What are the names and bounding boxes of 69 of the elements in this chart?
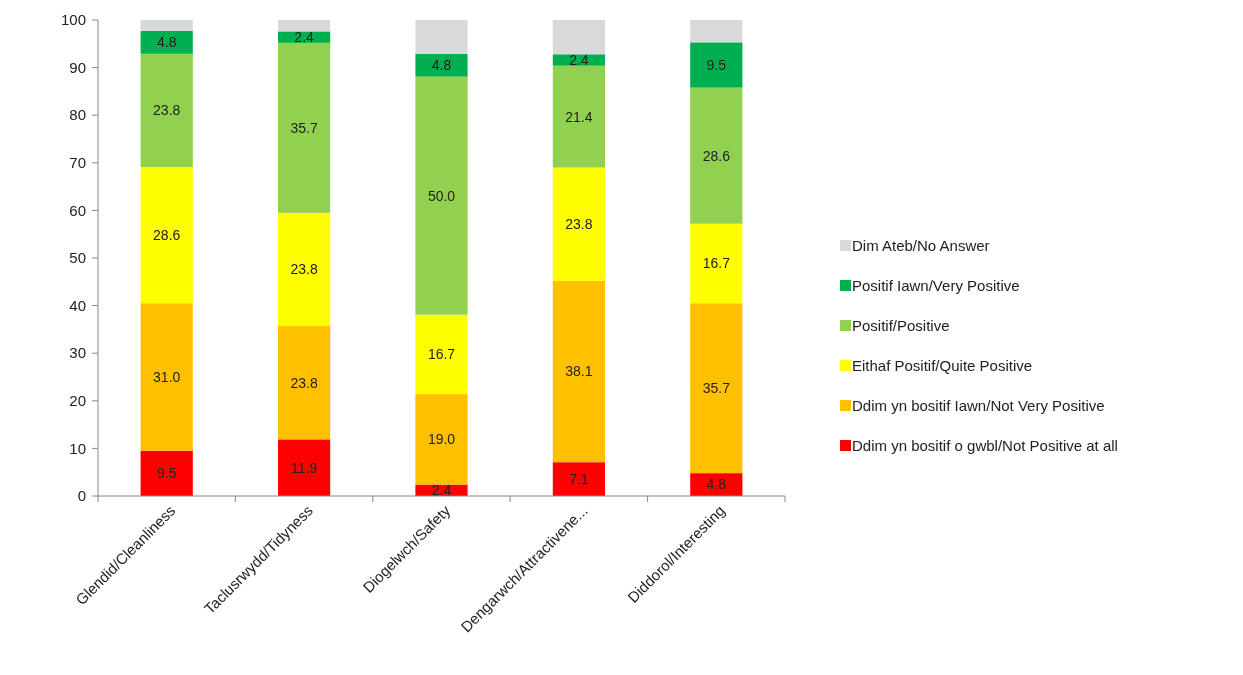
data-label: 23.8 bbox=[565, 216, 593, 233]
y-tick-label: 60 bbox=[69, 201, 86, 219]
bar bbox=[140, 450, 193, 496]
legend-label: Positif/Positive bbox=[852, 317, 950, 335]
bar bbox=[277, 212, 331, 327]
bar bbox=[415, 314, 468, 395]
bar bbox=[140, 30, 193, 54]
bar bbox=[277, 42, 331, 213]
data-label: 31.0 bbox=[153, 368, 181, 385]
bar bbox=[690, 87, 743, 224]
data-label: 50.0 bbox=[427, 187, 456, 204]
data-label: 2.4 bbox=[569, 51, 589, 68]
bar bbox=[690, 42, 743, 88]
data-label: 4.8 bbox=[431, 57, 452, 74]
y-tick-label: 80 bbox=[69, 106, 86, 124]
y-tick-label: 40 bbox=[69, 296, 86, 314]
bar bbox=[277, 20, 331, 32]
bar bbox=[140, 20, 193, 31]
bar bbox=[415, 394, 468, 485]
y-tick-label: 90 bbox=[69, 58, 86, 76]
bar bbox=[415, 53, 468, 77]
y-tick-label: 30 bbox=[69, 344, 86, 362]
data-label: 23.8 bbox=[290, 374, 318, 391]
legend-label: Eithaf Positif/Quite Positive bbox=[852, 357, 1033, 375]
data-label: 35.7 bbox=[290, 119, 318, 136]
legend-label: Positif Iawn/Very Positive bbox=[852, 277, 1020, 295]
data-label: 16.7 bbox=[427, 346, 456, 363]
y-tick-label: 20 bbox=[69, 392, 86, 410]
data-label: 16.7 bbox=[702, 255, 731, 272]
data-label: 21.4 bbox=[565, 108, 593, 125]
bar bbox=[140, 53, 193, 168]
bar bbox=[415, 20, 468, 54]
y-tick-label: 0 bbox=[77, 487, 86, 505]
bar bbox=[552, 54, 606, 66]
y-tick-label: 70 bbox=[69, 154, 86, 172]
bar bbox=[277, 439, 331, 496]
bar bbox=[415, 76, 468, 315]
bar bbox=[140, 303, 193, 451]
data-label: 23.8 bbox=[153, 102, 181, 119]
bar bbox=[552, 462, 606, 496]
data-label: 9.5 bbox=[706, 56, 727, 73]
bar bbox=[277, 326, 331, 440]
y-tick-label: 50 bbox=[69, 249, 86, 267]
data-label: 28.6 bbox=[153, 227, 181, 244]
bar bbox=[552, 167, 606, 281]
bar bbox=[690, 223, 743, 304]
data-label: 7.1 bbox=[569, 471, 589, 487]
data-label: 19.0 bbox=[427, 431, 456, 448]
data-label: 2.4 bbox=[431, 482, 452, 499]
data-label: 11.9 bbox=[290, 459, 318, 476]
data-label: 4.8 bbox=[706, 476, 727, 493]
bar bbox=[552, 20, 606, 55]
bar bbox=[690, 303, 743, 474]
y-tick-label: 100 bbox=[60, 11, 86, 29]
bar bbox=[552, 65, 606, 168]
bar bbox=[690, 20, 743, 43]
bar bbox=[552, 280, 606, 463]
data-label: 38.1 bbox=[565, 363, 593, 380]
legend-label: Dim Ateb/No Answer bbox=[852, 237, 990, 255]
legend-label: Ddim yn bositif o gwbl/Not Positive at all bbox=[852, 437, 1118, 455]
bar bbox=[140, 167, 193, 304]
y-tick-label: 10 bbox=[69, 439, 86, 457]
data-label: 2.4 bbox=[294, 29, 315, 46]
data-label: 35.7 bbox=[702, 380, 731, 397]
data-label: 28.6 bbox=[702, 147, 731, 164]
data-label: 9.5 bbox=[156, 465, 177, 482]
legend-label: Ddim yn bositif Iawn/Not Very Positive bbox=[852, 397, 1105, 415]
data-label: 4.8 bbox=[156, 34, 177, 51]
data-label: 23.8 bbox=[290, 261, 318, 278]
